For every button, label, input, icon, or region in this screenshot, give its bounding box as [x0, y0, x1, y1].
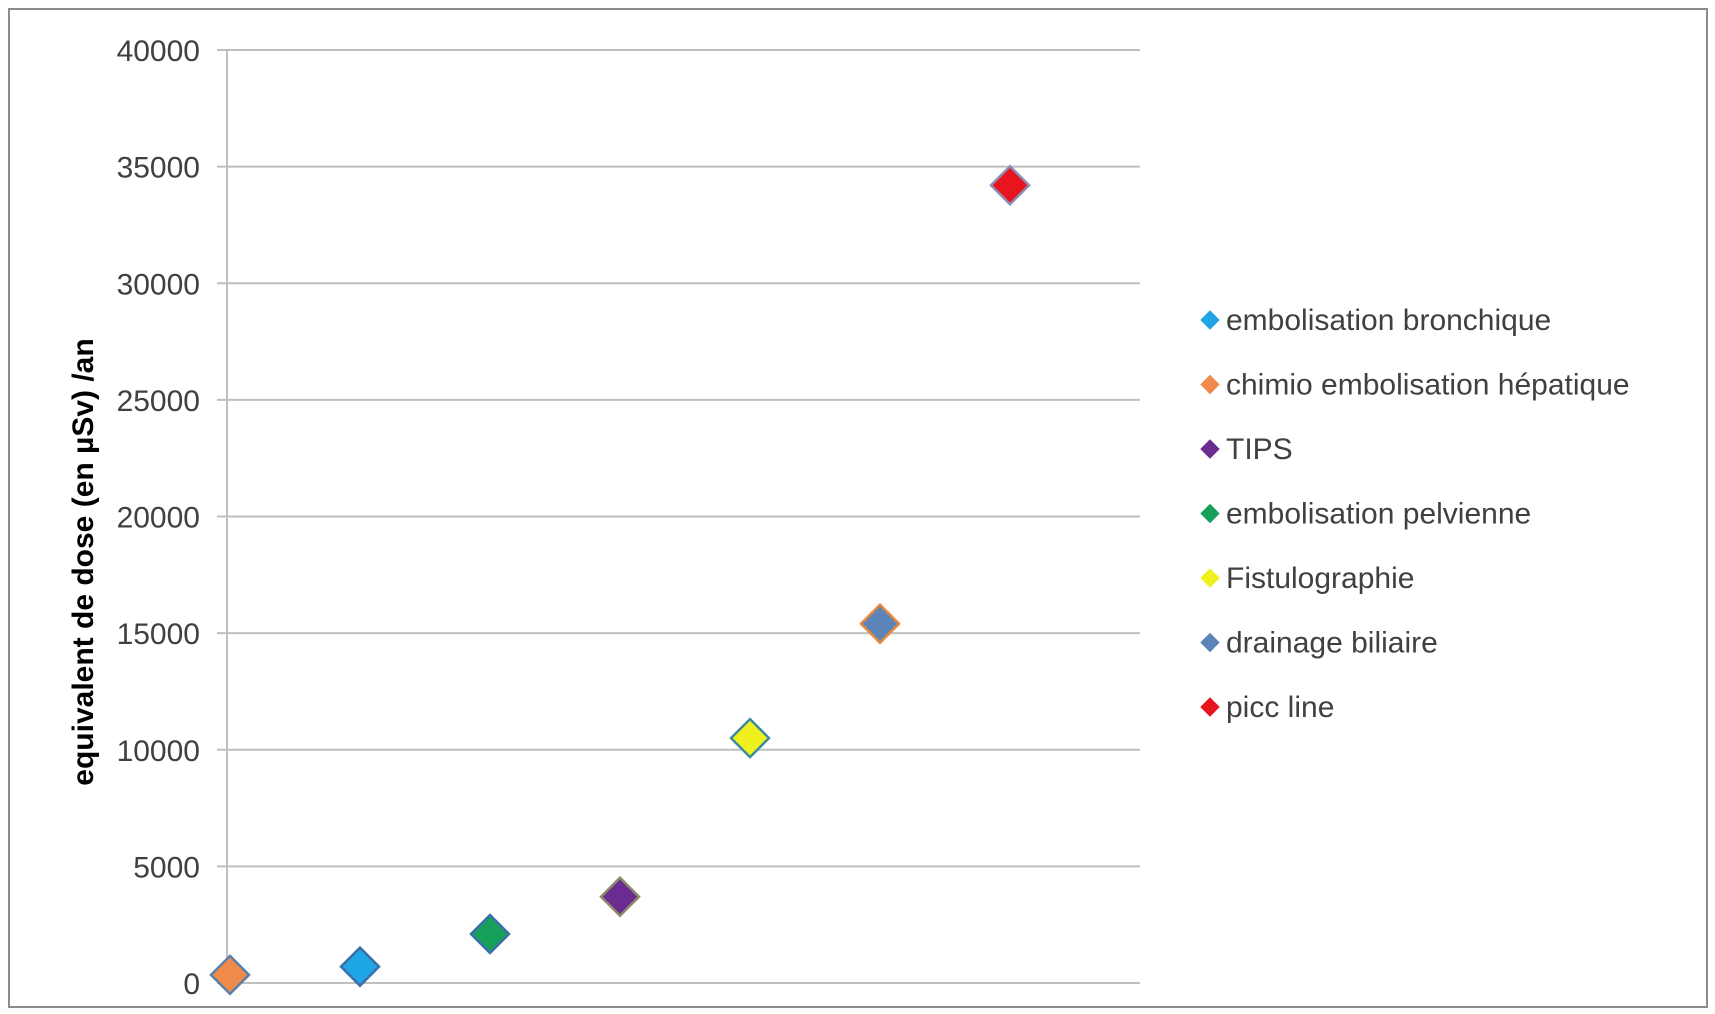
y-tick-label: 15000 — [117, 618, 200, 651]
legend-label: picc line — [1226, 691, 1334, 724]
y-tick-label: 20000 — [117, 502, 200, 535]
legend-marker — [1200, 697, 1220, 717]
legend-marker — [1200, 439, 1220, 459]
legend-marker — [1200, 374, 1220, 395]
legend-label: embolisation pelvienne — [1226, 498, 1531, 531]
y-tick-label: 10000 — [117, 735, 200, 768]
data-point — [209, 954, 251, 996]
legend-label: Fistulographie — [1226, 562, 1414, 595]
y-tick-label: 35000 — [117, 152, 200, 185]
data-point — [729, 717, 771, 759]
data-point — [859, 603, 901, 645]
legend-label: TIPS — [1226, 433, 1293, 466]
y-tick-label: 40000 — [117, 35, 200, 68]
legend-marker — [1200, 568, 1220, 588]
y-axis-label: equivalent de dose (en µSv) /an — [67, 338, 100, 785]
legend-label: embolisation bronchique — [1226, 304, 1551, 337]
data-point — [599, 875, 641, 918]
y-tick-label: 30000 — [117, 268, 200, 301]
y-tick-label: 0 — [183, 968, 200, 1001]
legend: embolisation bronchique chimio embolisati… — [1200, 304, 1630, 724]
data-point — [339, 945, 381, 988]
data-point — [989, 164, 1031, 207]
legend-label: drainage biliaire — [1226, 627, 1438, 660]
legend-label: chimio embolisation hépatique — [1226, 369, 1630, 402]
gridlines — [217, 49, 1140, 984]
data-points — [209, 164, 1031, 996]
legend-marker — [1200, 503, 1220, 524]
chart-frame: 0 5000 10000 15000 20000 25000 30000 35000 40000… — [8, 8, 1708, 1008]
y-tick-labels: 0 5000 10000 15000 20000 25000 30000 35000 40000 — [117, 35, 200, 1001]
data-point — [469, 913, 511, 955]
legend-marker — [1200, 310, 1220, 330]
y-tick-label: 5000 — [133, 851, 200, 884]
scatter-chart: 0 5000 10000 15000 20000 25000 30000 35000 40000… — [67, 35, 1630, 1001]
y-tick-label: 25000 — [117, 385, 200, 418]
legend-marker — [1200, 632, 1220, 653]
